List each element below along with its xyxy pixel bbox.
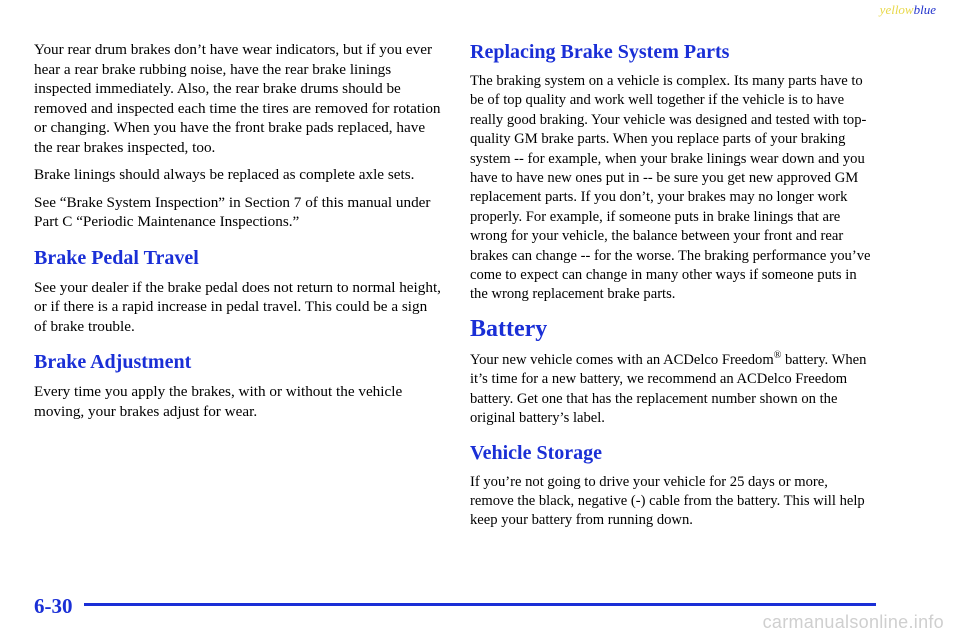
battery-heading: Battery — [470, 315, 548, 342]
watermark: carmanualsonline.info — [762, 612, 944, 632]
registered-mark: ® — [773, 350, 782, 362]
page-number: 6-30 — [34, 594, 73, 618]
intro-paragraph-2: Brake linings should always be replaced … — [34, 166, 415, 183]
intro-paragraph-1: Your rear drum brakes don’t have wear in… — [34, 41, 441, 156]
brake-pedal-travel-heading: Brake Pedal Travel — [34, 246, 199, 269]
brake-adjustment-paragraph: Every time you apply the brakes, with or… — [34, 383, 403, 420]
battery-paragraph-rest: battery. When it’s time for a new batter… — [470, 351, 867, 427]
brake-adjustment-heading: Brake Adjustment — [34, 351, 192, 373]
vehicle-storage-heading: Vehicle Storage — [470, 441, 603, 464]
color-tag-yellow: yellow — [879, 2, 914, 17]
replacing-brake-parts-heading: Replacing Brake System Parts — [470, 41, 730, 63]
right-column: Replacing Brake System Parts The braking… — [470, 40, 875, 539]
intro-paragraph-3: See “Brake System Inspection” in Section… — [34, 193, 431, 231]
battery-paragraph-start: Your new vehicle comes with an ACDelco F… — [470, 351, 774, 368]
battery-paragraph: Your new vehicle comes with an ACDelco F… — [470, 351, 875, 429]
left-column: Your rear drum brakes don’t have wear in… — [34, 40, 442, 429]
footer-rule — [84, 603, 876, 606]
vehicle-storage-paragraph: If you’re not going to drive your vehicl… — [470, 473, 865, 529]
brake-pedal-travel-paragraph: See your dealer if the brake pedal does … — [34, 278, 441, 335]
replacing-brake-parts-paragraph: The braking system on a vehicle is compl… — [470, 73, 871, 303]
color-tag: yellowblue — [880, 2, 936, 18]
color-tag-blue: blue — [913, 2, 936, 17]
